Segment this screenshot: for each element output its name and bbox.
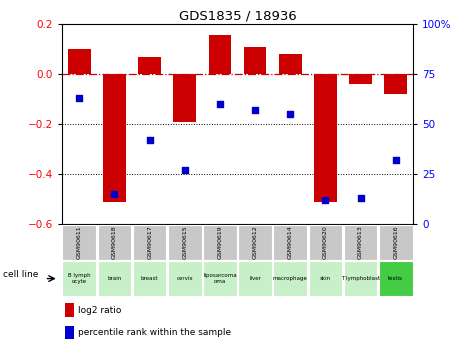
Text: GSM90612: GSM90612 [253,226,257,259]
Bar [314,74,337,202]
Text: GSM90615: GSM90615 [182,226,187,259]
Text: cervix: cervix [176,276,193,281]
Text: GSM90613: GSM90613 [358,226,363,259]
Bar [133,225,167,260]
Text: percentile rank within the sample: percentile rank within the sample [77,328,231,337]
Point [392,157,399,163]
Bar [62,261,96,296]
Bar [379,225,413,260]
Bar [97,261,132,296]
Text: brain: brain [107,276,122,281]
Point [146,137,153,143]
Bar [173,74,196,122]
Text: log2 ratio: log2 ratio [77,306,121,315]
Bar [308,225,342,260]
Bar [209,36,231,74]
Text: breast: breast [141,276,158,281]
Text: skin: skin [320,276,331,281]
Point [216,101,224,107]
Bar [138,57,161,74]
Text: testis: testis [388,276,403,281]
Bar [168,225,202,260]
Text: B lymph
ocyte: B lymph ocyte [68,273,91,284]
Text: liver: liver [249,276,261,281]
Text: GSM90617: GSM90617 [147,226,152,259]
Bar [244,47,266,74]
Title: GDS1835 / 18936: GDS1835 / 18936 [179,10,296,23]
Text: T lymphoblast: T lymphoblast [341,276,380,281]
Bar [238,225,272,260]
Bar [379,261,413,296]
Bar [203,225,237,260]
Bar [273,261,307,296]
Bar [97,225,132,260]
Point [181,167,189,173]
Text: GSM90611: GSM90611 [77,226,82,259]
Bar [65,304,74,317]
Bar [168,261,202,296]
Text: liposarcoma
oma: liposarcoma oma [203,273,237,284]
Bar [203,261,237,296]
Point [357,196,364,201]
Text: GSM90614: GSM90614 [288,226,293,259]
Bar [273,225,307,260]
Bar [349,74,372,84]
Point [322,197,329,203]
Bar [62,225,96,260]
Point [286,111,294,117]
Point [251,107,259,113]
Bar [133,261,167,296]
Bar [65,326,74,339]
Text: GSM90618: GSM90618 [112,226,117,259]
Bar [103,74,126,202]
Bar [279,54,302,74]
Text: cell line: cell line [3,270,38,279]
Text: macrophage: macrophage [273,276,308,281]
Bar [343,261,378,296]
Bar [343,225,378,260]
Point [76,96,83,101]
Bar [384,74,407,94]
Point [111,191,118,197]
Text: GSM90619: GSM90619 [218,226,222,259]
Text: GSM90616: GSM90616 [393,226,398,259]
Text: GSM90620: GSM90620 [323,226,328,259]
Bar [68,49,91,74]
Bar [308,261,342,296]
Bar [238,261,272,296]
